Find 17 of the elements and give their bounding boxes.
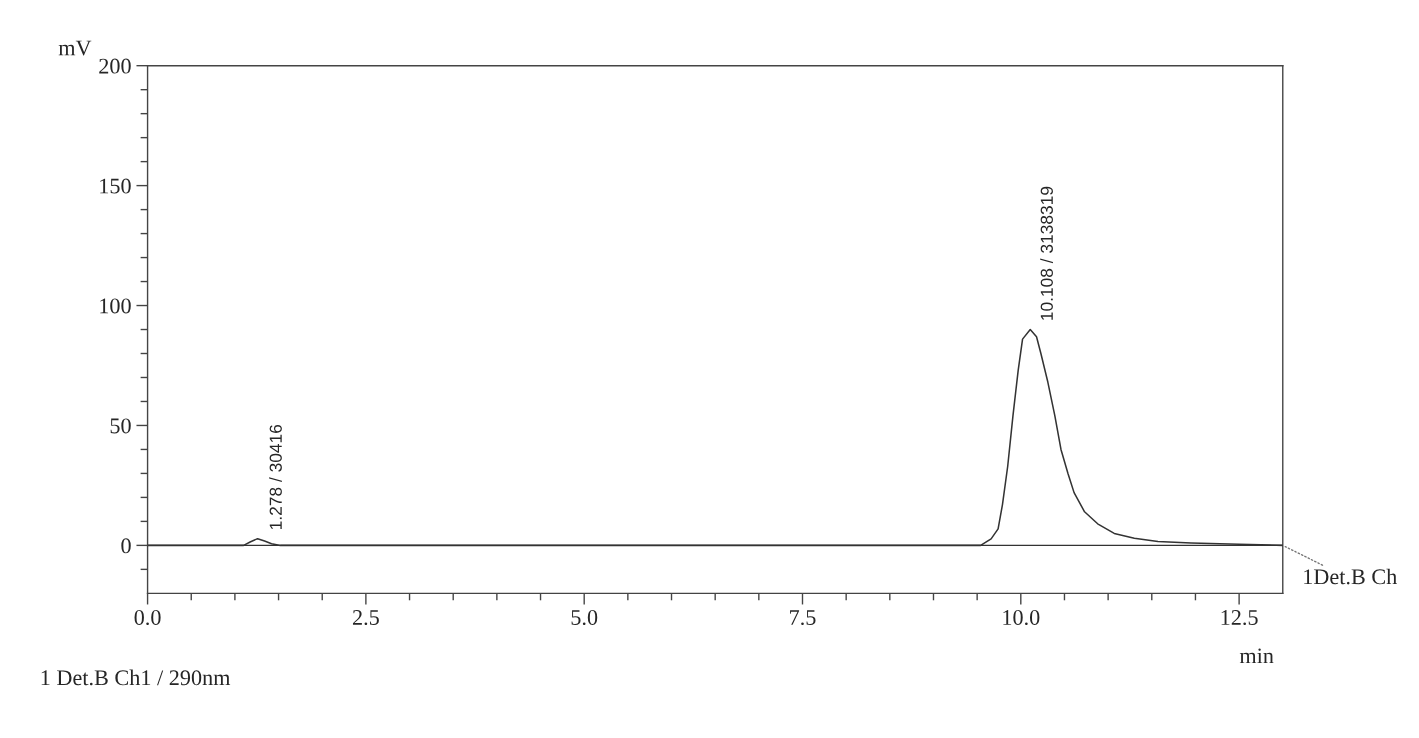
y-tick-label: 150 — [100, 178, 131, 194]
x-tick-label: 5.0 — [571, 609, 598, 626]
x-tick-label: 2.5 — [352, 610, 379, 626]
x-axis-title: min — [1239, 648, 1274, 664]
text: 1 Det.B Ch1 / 290nm — [41, 669, 231, 686]
x-tick-label: 0.0 — [134, 609, 161, 626]
x-tick-label: 10.0 — [1003, 609, 1040, 626]
y-tick-label: 100 — [100, 298, 131, 314]
y-tick-label: 50 — [110, 418, 131, 434]
y-tick-label: 0 — [121, 538, 131, 554]
x-tick-label: 7.5 — [790, 610, 816, 626]
y-axis-title: mV — [58, 40, 92, 56]
y-tick-label: 200 — [99, 58, 131, 74]
x-tick-label: 12.5 — [1221, 610, 1258, 626]
series-label: 1Det.B Ch — [1304, 568, 1397, 585]
annotation: 1.278 / 30416 — [269, 424, 282, 530]
annotation: 10.108 / 3138319 — [1040, 186, 1053, 320]
